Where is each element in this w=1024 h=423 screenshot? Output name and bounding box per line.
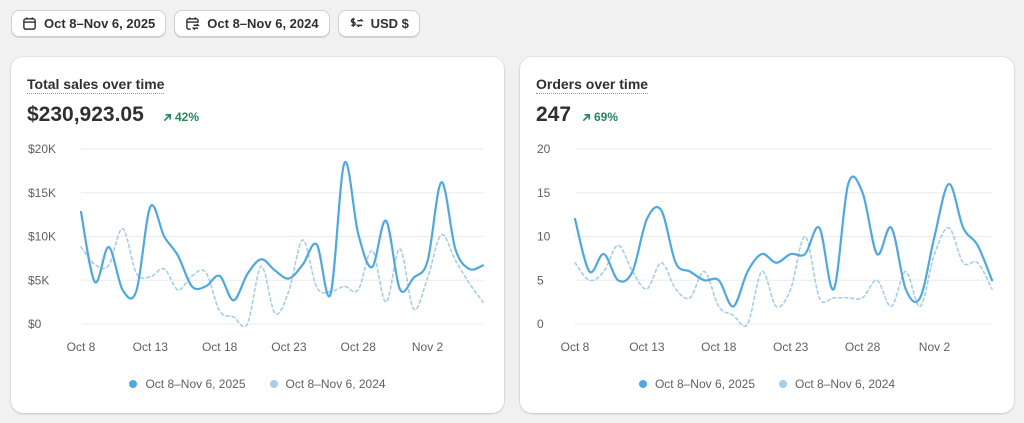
change-indicator: 42% (163, 110, 199, 124)
series-line-current (573, 175, 994, 308)
report-toolbar: Oct 8–Nov 6, 2025 Oct 8–Nov 6, 2024 USD … (11, 10, 420, 37)
x-tick-label: Oct 28 (341, 340, 377, 354)
y-tick-label: $0 (28, 317, 42, 331)
date-range-label: Oct 8–Nov 6, 2025 (44, 16, 156, 31)
legend-item-previous[interactable]: Oct 8–Nov 6, 2024 (779, 377, 895, 391)
series-line-previous (574, 226, 993, 327)
legend-label-previous: Oct 8–Nov 6, 2024 (285, 377, 386, 391)
calendar-icon (23, 17, 36, 30)
y-tick-label: $15K (28, 186, 56, 200)
change-indicator: 69% (582, 110, 618, 124)
x-tick-label: Oct 13 (629, 340, 665, 354)
y-tick-label: $10K (28, 230, 56, 244)
gridlines (575, 148, 992, 325)
y-tick-label: 15 (537, 186, 551, 200)
x-tick-label: Nov 2 (412, 340, 444, 354)
y-tick-label: 0 (537, 317, 544, 331)
legend-label-current: Oct 8–Nov 6, 2025 (654, 377, 755, 391)
arrow-up-right-icon (582, 113, 591, 121)
date-range-button[interactable]: Oct 8–Nov 6, 2025 (11, 10, 167, 37)
orders-card: Orders over time 247 69% 0 5 10 15 20 Oct 8 Oc… (520, 57, 1014, 413)
change-percent: 69% (594, 110, 619, 124)
legend-label-current: Oct 8–Nov 6, 2025 (145, 377, 246, 391)
y-tick-label: $20K (28, 142, 56, 156)
currency-exchange-icon (350, 17, 364, 28)
x-tick-label: Oct 18 (701, 340, 737, 354)
total-sales-card: Total sales over time $230,923.05 42% $0… (11, 57, 504, 413)
y-tick-label: 5 (537, 273, 544, 287)
card-title[interactable]: Orders over time (536, 76, 649, 94)
legend-item-current[interactable]: Oct 8–Nov 6, 2025 (638, 377, 755, 391)
chart-legend: Oct 8–Nov 6, 2025 Oct 8–Nov 6, 2024 (11, 377, 504, 391)
x-tick-label: Oct 13 (133, 340, 169, 354)
total-sales-line-chart: $0 $5K $10K $15K $20K Oct 8 Oct 13 Oct 18 Oct 23… (28, 142, 485, 354)
change-percent: 42% (175, 110, 200, 124)
x-tick-label: Oct 28 (845, 340, 881, 354)
card-title[interactable]: Total sales over time (27, 76, 165, 94)
orders-line-chart: 0 5 10 15 20 Oct 8 Oct 13 Oct 18 Oct 23 Oct 28 Nov… (537, 142, 994, 354)
series-line-current (79, 160, 485, 302)
currency-button[interactable]: USD $ (337, 10, 420, 37)
card-metric-value: $230,923.05 (27, 103, 144, 126)
legend-dot-current (129, 380, 138, 388)
compare-range-button[interactable]: Oct 8–Nov 6, 2024 (174, 10, 330, 37)
y-tick-label: $5K (28, 273, 49, 287)
legend-dot-previous (269, 380, 278, 388)
legend-item-current[interactable]: Oct 8–Nov 6, 2025 (129, 377, 246, 391)
legend-dot-previous (779, 380, 787, 388)
x-tick-label: Oct 23 (773, 340, 809, 354)
x-tick-label: Nov 2 (919, 340, 951, 354)
x-tick-label: Oct 8 (561, 340, 590, 354)
x-tick-label: Oct 23 (271, 340, 307, 354)
compare-range-label: Oct 8–Nov 6, 2024 (207, 16, 319, 31)
legend-item-previous[interactable]: Oct 8–Nov 6, 2024 (269, 377, 386, 391)
calendar-compare-icon (186, 17, 201, 31)
legend-dot-current (638, 380, 647, 388)
gridlines (81, 148, 483, 325)
arrow-up-right-icon (163, 113, 172, 121)
card-metric-value: 247 (536, 103, 572, 126)
y-tick-label: 20 (537, 142, 551, 156)
x-tick-label: Oct 18 (202, 340, 238, 354)
legend-label-previous: Oct 8–Nov 6, 2024 (795, 377, 896, 391)
y-tick-label: 10 (537, 230, 551, 244)
series-line-previous (80, 227, 484, 328)
chart-legend: Oct 8–Nov 6, 2025 Oct 8–Nov 6, 2024 (520, 377, 1014, 391)
x-tick-label: Oct 8 (67, 340, 96, 354)
currency-label: USD $ (370, 16, 409, 31)
